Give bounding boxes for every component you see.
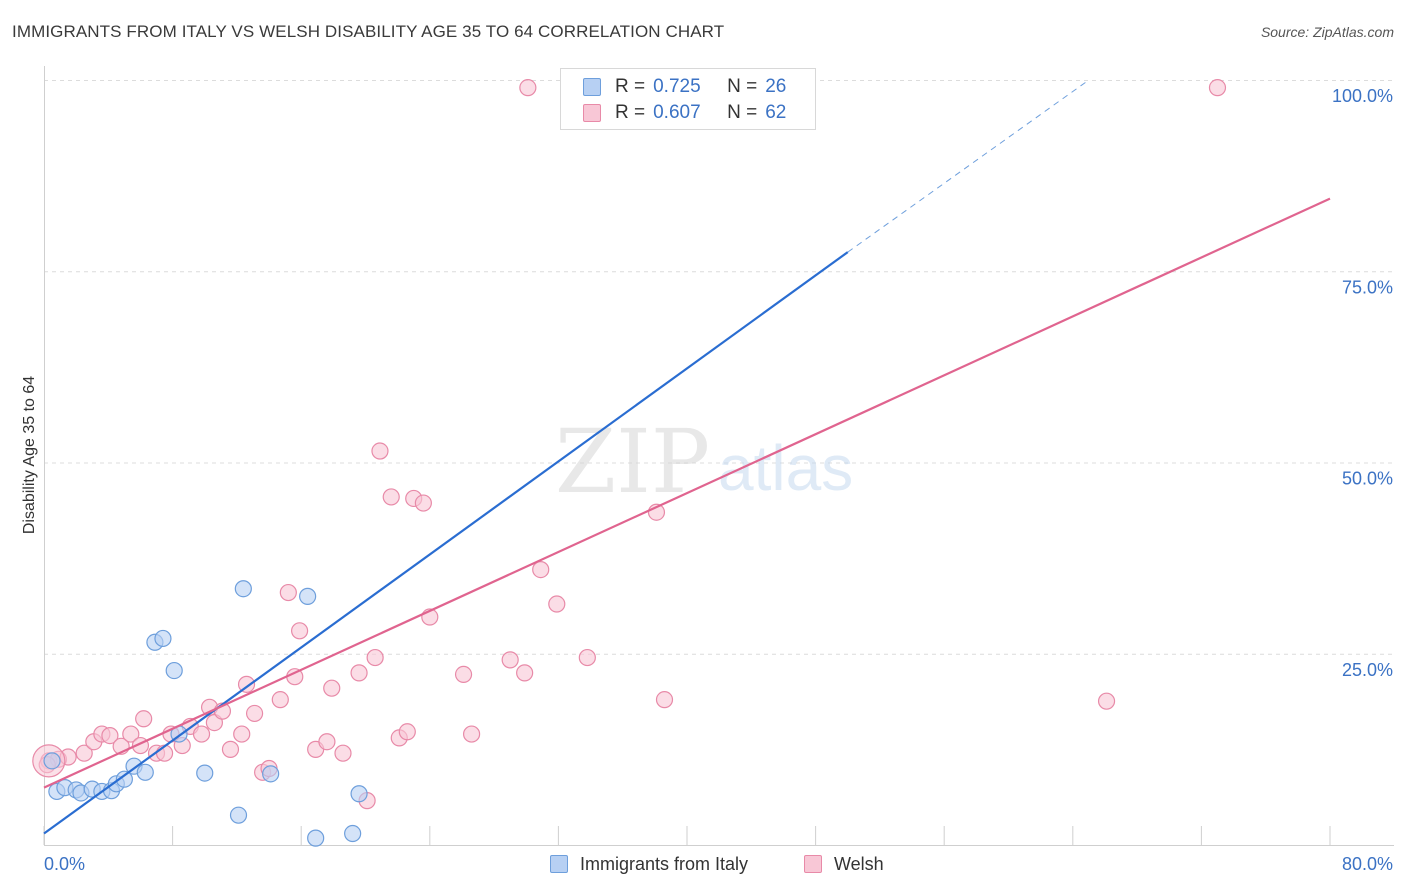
- welsh-point: [1097, 692, 1116, 710]
- legend-n-label: N =: [727, 102, 758, 123]
- y-tick-label: 75.0%: [1342, 277, 1393, 297]
- y-tick-label: 25.0%: [1342, 660, 1393, 680]
- welsh-point: [501, 651, 519, 669]
- watermark-atlas: atlas: [718, 432, 853, 504]
- welsh-point: [135, 710, 153, 728]
- welsh-point: [548, 595, 566, 613]
- welsh-point: [516, 664, 534, 682]
- italy-point: [234, 580, 252, 598]
- italy-point: [344, 824, 362, 843]
- welsh-point: [101, 727, 119, 745]
- trendline-italy: [43, 251, 849, 835]
- welsh-point: [1208, 79, 1227, 97]
- italy-point: [299, 587, 317, 605]
- legend-swatch-italy: [583, 78, 601, 96]
- trendline-welsh: [43, 197, 1331, 789]
- bottom-legend-swatch-welsh: [804, 855, 822, 873]
- italy-point: [262, 765, 280, 783]
- source-credit: Source: ZipAtlas.com: [1260, 24, 1394, 40]
- welsh-point: [323, 679, 341, 697]
- welsh-point: [350, 664, 368, 682]
- axes: [43, 66, 1394, 846]
- welsh-point: [454, 665, 473, 684]
- x-tick-label-max: 80.0%: [1342, 854, 1393, 874]
- welsh-point: [122, 725, 140, 743]
- italy-point: [196, 764, 214, 782]
- watermark: ZIP atlas: [555, 410, 853, 513]
- welsh-point: [655, 691, 674, 709]
- chart-title: IMMIGRANTS FROM ITALY VS WELSH DISABILIT…: [12, 22, 725, 41]
- welsh-point: [192, 725, 211, 743]
- correlation-legend: R = 0.725 N = 26 R = 0.607 N = 62: [560, 68, 816, 130]
- bottom-legend-label-welsh: Welsh: [834, 853, 884, 874]
- welsh-point: [290, 622, 309, 640]
- y-axis-label: Disability Age 35 to 64: [21, 376, 38, 534]
- welsh-point: [578, 648, 596, 667]
- welsh-point: [334, 744, 352, 762]
- gridlines: [44, 80, 1394, 655]
- italy-point: [165, 661, 183, 680]
- legend-swatch-welsh: [583, 104, 601, 122]
- x-tick-label-min: 0.0%: [44, 854, 85, 874]
- italy-point: [307, 829, 325, 847]
- trendlines: [43, 79, 1331, 835]
- legend-row-italy: R = 0.725 N = 26: [583, 75, 786, 99]
- italy-point: [43, 752, 61, 770]
- welsh-point: [237, 675, 256, 693]
- bottom-legend-swatch-italy: [550, 855, 568, 873]
- trendline-italy-extension: [847, 79, 1090, 253]
- welsh-point: [318, 733, 336, 751]
- bottom-legend-label-italy: Immigrants from Italy: [580, 853, 749, 874]
- welsh-point: [233, 725, 251, 743]
- legend-n-value-welsh: 62: [765, 102, 787, 123]
- legend-row-welsh: R = 0.607 N = 62: [583, 101, 786, 125]
- italy-point: [229, 806, 248, 824]
- legend-n-value-italy: 26: [765, 76, 787, 97]
- italy-point: [136, 763, 154, 781]
- welsh-point: [371, 442, 389, 460]
- legend-r-value-italy: 0.725: [653, 76, 701, 97]
- italy-point: [350, 785, 368, 803]
- welsh-point: [519, 79, 537, 97]
- bottom-legend-italy: Immigrants from Italy: [550, 852, 748, 876]
- welsh-point: [279, 583, 297, 602]
- legend-r-label: R =: [615, 76, 646, 97]
- welsh-point: [245, 704, 264, 723]
- welsh-point: [398, 723, 416, 741]
- bottom-legend-welsh: Welsh: [804, 852, 884, 876]
- welsh-point: [271, 691, 289, 709]
- legend-r-label: R =: [615, 102, 646, 123]
- welsh-point: [414, 494, 432, 512]
- italy-point: [115, 770, 133, 788]
- legend-r-value-welsh: 0.607: [653, 102, 701, 123]
- welsh-point: [221, 740, 240, 758]
- y-tick-label: 50.0%: [1342, 469, 1393, 489]
- x-tick-labels: 0.0% 80.0%: [44, 854, 1393, 874]
- welsh-point: [532, 560, 550, 579]
- y-tick-labels: 25.0% 50.0% 75.0% 100.0%: [1332, 86, 1393, 680]
- welsh-point: [366, 648, 384, 667]
- italy-point: [154, 629, 172, 648]
- y-tick-label: 100.0%: [1332, 86, 1393, 106]
- welsh-point: [75, 744, 93, 762]
- welsh-point: [382, 488, 400, 506]
- watermark-zip: ZIP: [555, 410, 710, 513]
- legend-n-label: N =: [727, 76, 758, 97]
- welsh-point: [462, 725, 481, 743]
